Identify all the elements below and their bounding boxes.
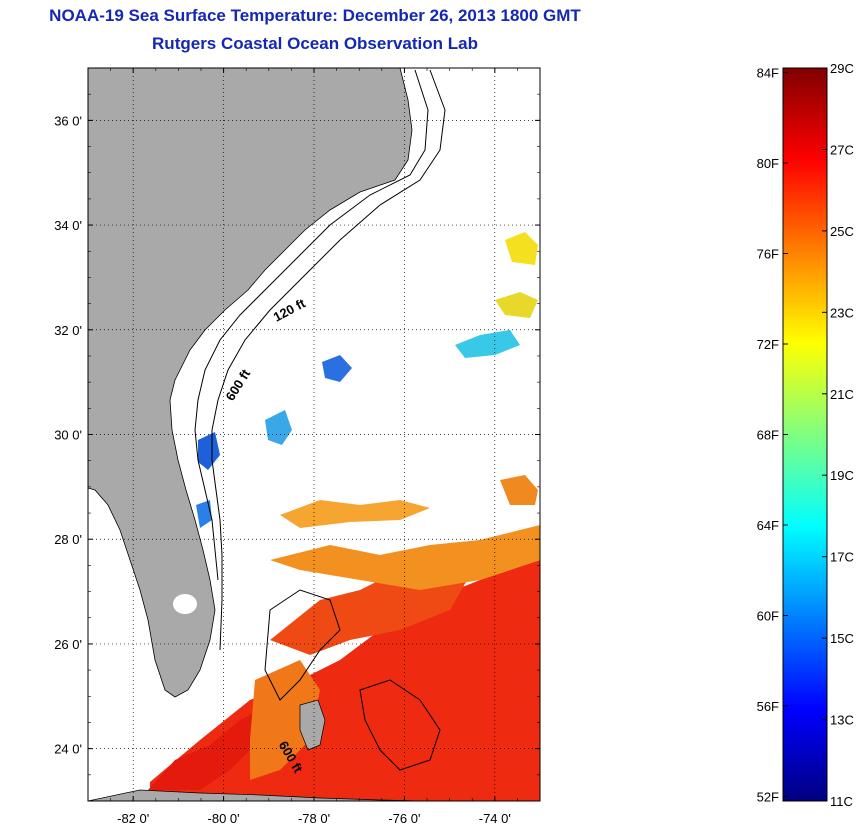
colorbar-celsius-label: 13C — [830, 713, 854, 728]
colorbar-celsius-label: 25C — [830, 224, 854, 239]
andros-island — [299, 699, 326, 751]
colorbar-celsius-label: 21C — [830, 387, 854, 402]
lat-tick-label: 34 0' — [54, 218, 82, 233]
lon-tick-label: -82 0' — [117, 811, 149, 826]
sst-warm-patch-straits — [148, 705, 270, 790]
lon-tick-label: -76 0' — [388, 811, 420, 826]
contour-bahamas-east — [359, 679, 441, 771]
sst-orange-patch-bahamas — [250, 660, 320, 780]
sst-yellow-patch-ne — [505, 232, 538, 265]
colorbar-fahrenheit-label: 56F — [757, 699, 779, 714]
colorbar-fahrenheit-label: 52F — [757, 789, 779, 804]
bathymetry-contours — [194, 69, 446, 771]
sst-yellow-patch-e — [495, 292, 538, 318]
sst-orange-band — [270, 525, 540, 590]
colorbar-celsius-label: 17C — [830, 550, 854, 565]
lon-tick-label: -74 0' — [479, 811, 511, 826]
colorbar-ticks: 29C 27C 25C 23C 21C 19C 17C 15C 13C 11C 84F 80F 76F 7… — [757, 61, 854, 809]
contour-bahamas — [264, 589, 341, 701]
lat-tick-label: 26 0' — [54, 637, 82, 652]
lat-tick-label: 28 0' — [54, 532, 82, 547]
colorbar-fahrenheit-label: 76F — [757, 247, 779, 262]
colorbar-fahrenheit-label: 72F — [757, 337, 779, 352]
colorbar-celsius-label: 15C — [830, 631, 854, 646]
colorbar-fahrenheit-label: 60F — [757, 608, 779, 623]
lat-tick-label: 24 0' — [54, 742, 82, 757]
colorbar-fahrenheit-label: 80F — [757, 156, 779, 171]
graticule — [88, 68, 540, 801]
colorbar-fahrenheit-label: 64F — [757, 518, 779, 533]
colorbar-fahrenheit-label: 68F — [757, 428, 779, 443]
contour-120ft — [194, 69, 429, 581]
map-subtitle: Rutgers Coastal Ocean Observation Lab — [152, 34, 478, 53]
sst-cyan-patch-coast — [265, 410, 292, 445]
colorbar-celsius-label: 29C — [830, 61, 854, 76]
colorbar-celsius-label: 23C — [830, 305, 854, 320]
lat-tick-label: 36 0' — [54, 113, 82, 128]
lat-tick-label: 30 0' — [54, 428, 82, 443]
sst-blue-patch-mid — [322, 355, 352, 382]
colorbar-celsius-label: 11C — [830, 794, 853, 809]
colorbar — [782, 67, 828, 802]
colorbar-celsius-label: 19C — [830, 468, 854, 483]
contour-600ft — [211, 69, 446, 651]
sst-cyan-patch-e — [455, 330, 520, 358]
sst-blue-patch-fl — [198, 432, 220, 470]
colorbar-celsius-label: 27C — [830, 142, 854, 157]
map-ticks: 24 0' 26 0' 28 0' 30 0' 32 0' 34 0' 36 0' -82 0… — [54, 67, 541, 826]
lon-tick-label: -78 0' — [298, 811, 330, 826]
colorbar-fahrenheit-label: 84F — [757, 66, 779, 81]
sst-orange-patch-e2 — [500, 475, 538, 505]
lake-okeechobee — [173, 594, 197, 614]
sst-orange-band-north — [280, 500, 430, 528]
sst-data-layer — [148, 232, 540, 801]
lon-tick-label: -80 0' — [208, 811, 240, 826]
sst-blue-patch-fl2 — [196, 500, 212, 528]
map-title: NOAA-19 Sea Surface Temperature: Decembe… — [49, 6, 581, 25]
lat-tick-label: 32 0' — [54, 323, 82, 338]
